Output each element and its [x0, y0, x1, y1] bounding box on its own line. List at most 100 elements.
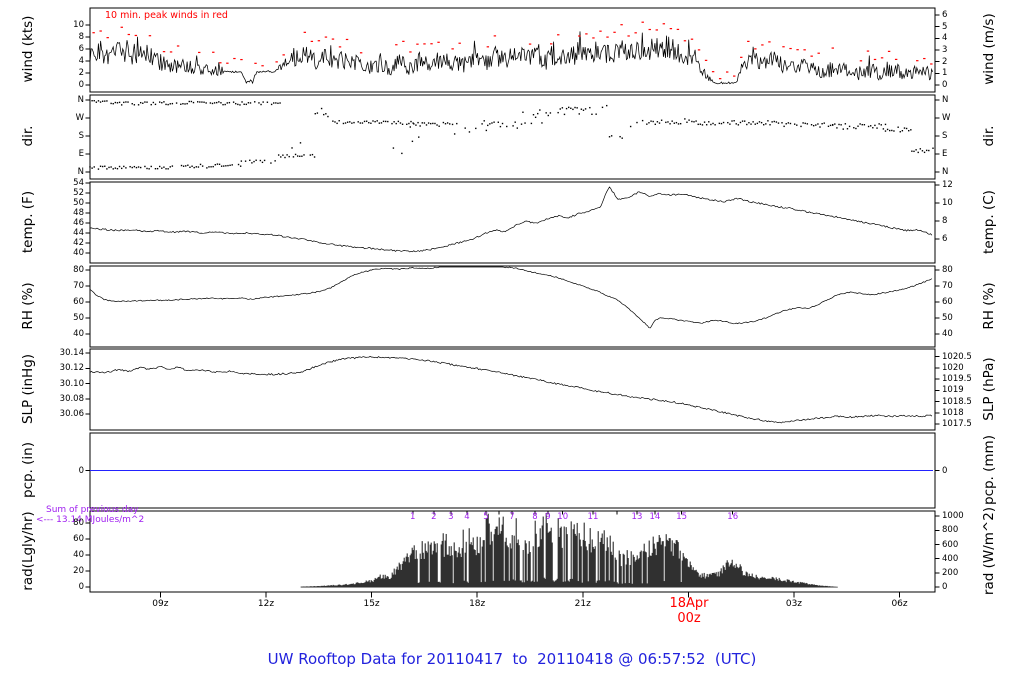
x-tick-03z: 03z	[785, 599, 803, 609]
rh-right-tick-60: 60	[942, 297, 953, 307]
rad-mj-label-2: 2	[431, 512, 437, 522]
rh-left-tick-50: 50	[73, 313, 84, 323]
rad-mj-label-11: 11	[587, 512, 599, 522]
x-tick-18z: 18z	[469, 599, 486, 609]
dir-left-tick-N: N	[77, 167, 84, 177]
wind-left-tick-4: 4	[78, 56, 84, 66]
temp-left-tick-42: 42	[73, 238, 84, 248]
wind-direction-dots	[89, 99, 934, 170]
rh-left-tick-40: 40	[73, 329, 84, 339]
chart-title: UW Rooftop Data for 20110417 to 20110418…	[267, 650, 757, 668]
dir-left-tick-N: N	[77, 95, 84, 105]
rad-left-tick-40: 40	[73, 550, 84, 560]
rh-panel-border	[89, 265, 936, 348]
dir-left-tick-S: S	[78, 131, 84, 141]
x-tick-15z: 15z	[363, 599, 380, 609]
dir-left-tick-W: W	[75, 113, 84, 123]
rad-left-tick-20: 20	[73, 566, 84, 576]
rad-mj-label-3: 3	[448, 512, 454, 522]
x-tick-09z: 09z	[152, 599, 169, 609]
wind-right-tick-2: 2	[942, 56, 948, 67]
slp-panel-border	[89, 348, 936, 431]
wind-right-tick-4: 4	[942, 33, 948, 44]
slp-right-tick-1019.5: 1019.5	[942, 374, 972, 385]
slp-trace	[89, 356, 933, 424]
wind-peak-note: 10 min. peak winds in red	[105, 10, 228, 21]
rad-bars	[300, 513, 838, 588]
wind-right-tick-1: 1	[942, 68, 948, 79]
rad-right-tick-200: 200	[942, 567, 959, 578]
temp-left-tick-48: 48	[73, 208, 84, 218]
rad-sum-note-line1: Sum of previous day	[46, 505, 139, 515]
temp-right-tick-12: 12	[942, 180, 953, 190]
slp-right-tick-1018.5: 1018.5	[942, 396, 972, 407]
rad-left-tick-0: 0	[78, 582, 84, 592]
rh-left-tick-70: 70	[73, 281, 84, 291]
temp-left-tick-50: 50	[73, 198, 84, 208]
wind-right-tick-6: 6	[942, 10, 948, 21]
wind-left-tick-10: 10	[73, 20, 84, 30]
slp-left-tick-30.12: 30.12	[59, 363, 84, 374]
temp-left-tick-44: 44	[73, 228, 84, 238]
wind-peak-dots	[92, 21, 933, 80]
slp-right-tick-1020: 1020	[942, 362, 964, 373]
slp-right-tick-1017.5: 1017.5	[942, 419, 972, 430]
rad-mj-label-13: 13	[631, 512, 643, 522]
slp-left-tick-30.06: 30.06	[59, 409, 84, 419]
rh-trace	[89, 266, 933, 329]
rad-left-tick-80: 80	[73, 518, 84, 528]
rad-mj-label-16: 16	[727, 512, 739, 522]
rad-sum-note-line2: <--- 13.14 MJoules/m^2	[36, 515, 145, 525]
slp-right-tick-1018: 1018	[942, 407, 964, 418]
temp-right-tick-10: 10	[942, 198, 953, 208]
dir-right-tick-N: N	[942, 95, 949, 105]
dir-left-tick-E: E	[78, 149, 84, 159]
rad-mj-label-5: 5	[483, 512, 489, 522]
rad-mj-ticks	[412, 511, 734, 515]
rad-mj-label-14: 14	[649, 512, 661, 522]
slp-left-tick-30.14: 30.14	[59, 348, 84, 358]
rad-right-tick-400: 400	[942, 553, 959, 564]
rh-left-tick-60: 60	[73, 297, 84, 307]
temp-trace	[89, 186, 933, 253]
rad-right-axis-label: rad (W/m^2)	[981, 506, 997, 595]
wind-left-tick-2: 2	[78, 68, 84, 78]
slp-left-tick-30.10: 30.10	[59, 378, 84, 389]
rad-mj-label-7: 7	[509, 512, 515, 522]
rad-mj-label-1: 1	[410, 512, 416, 522]
temp-left-tick-52: 52	[73, 188, 84, 198]
pcp-left-tick-0: 0	[78, 465, 84, 476]
rh-right-tick-40: 40	[942, 329, 953, 339]
slp-left-tick-30.08: 30.08	[59, 393, 84, 404]
rad-mj-label-15: 15	[676, 512, 688, 522]
wind-left-tick-8: 8	[78, 32, 84, 42]
rad-right-tick-1000: 1000	[942, 511, 964, 522]
temp-left-tick-46: 46	[73, 218, 84, 228]
rh-left-tick-80: 80	[73, 265, 84, 275]
slp-right-tick-1020.5: 1020.5	[942, 351, 972, 362]
rad-left-axis-label: rad(Lgly/hr)	[20, 510, 36, 591]
wind-right-tick-5: 5	[942, 21, 948, 32]
wind-right-tick-3: 3	[942, 45, 948, 55]
rad-mj-label-8: 8	[532, 512, 538, 522]
rad-right-tick-600: 600	[942, 539, 959, 550]
x-tick-12z: 12z	[257, 599, 275, 609]
rh-right-tick-80: 80	[942, 265, 953, 275]
wind-left-tick-0: 0	[78, 80, 84, 90]
wind-speed-trace	[89, 31, 933, 85]
dir-right-tick-W: W	[942, 113, 951, 123]
dir-panel-border	[89, 94, 936, 180]
pcp-right-tick-0: 0	[942, 465, 948, 476]
temp-left-tick-40: 40	[73, 248, 84, 258]
wind-left-tick-6: 6	[78, 44, 84, 54]
rad-mj-label-4: 4	[464, 512, 470, 522]
slp-right-tick-1019: 1019	[942, 385, 964, 396]
rad-right-tick-800: 800	[942, 525, 959, 536]
rh-right-tick-50: 50	[942, 313, 953, 323]
rad-mj-label-9: 9	[545, 512, 551, 522]
wind-right-tick-0: 0	[942, 80, 948, 90]
temp-right-tick-6: 6	[942, 234, 948, 244]
